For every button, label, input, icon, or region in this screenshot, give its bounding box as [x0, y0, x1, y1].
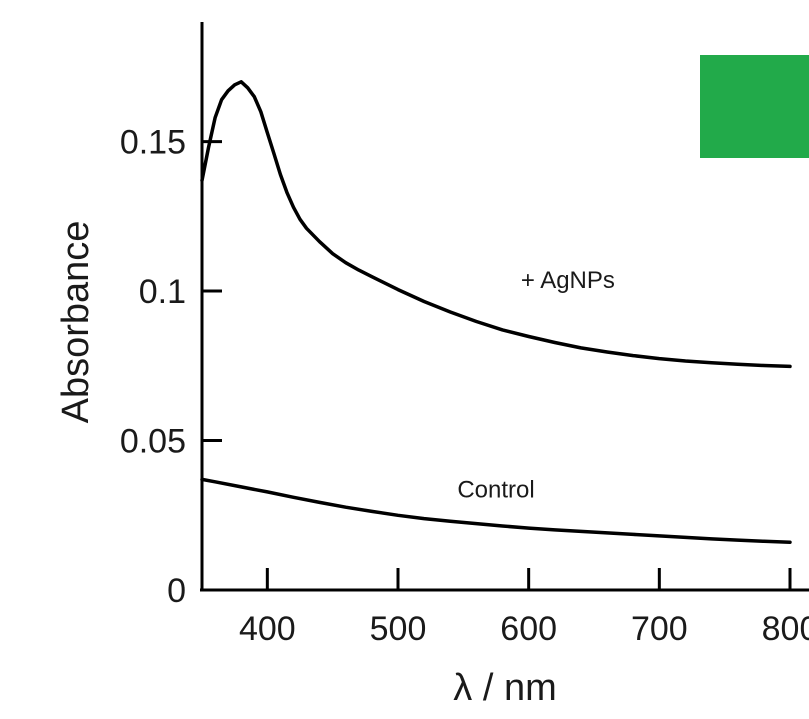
y-axis-title: Absorbance	[55, 221, 97, 424]
y-tick-label: 0	[167, 572, 186, 610]
series-group	[200, 80, 792, 544]
x-tick-label: 600	[500, 610, 557, 648]
y-ticks-group: 0 0.05 0.1 0.15	[120, 124, 222, 610]
x-tick-label: 700	[631, 610, 688, 648]
y-tick-label: 0.15	[120, 124, 186, 162]
series-label: Control	[457, 476, 534, 503]
x-tick-label: 400	[239, 610, 296, 648]
x-tick-label: 800	[762, 610, 809, 648]
inset-color-swatch	[700, 55, 809, 158]
series-line-agnps	[200, 80, 792, 369]
x-tick-label: 500	[370, 610, 427, 648]
x-ticks-group: 400 500 600 700 800	[239, 568, 809, 648]
series-line-control	[200, 477, 792, 544]
annotation-group: + AgNPs Control	[457, 267, 615, 503]
x-axis-title: λ / nm	[453, 667, 556, 709]
y-tick-label: 0.05	[120, 423, 186, 461]
y-tick-label: 0.1	[139, 273, 186, 311]
series-label: + AgNPs	[521, 267, 615, 294]
